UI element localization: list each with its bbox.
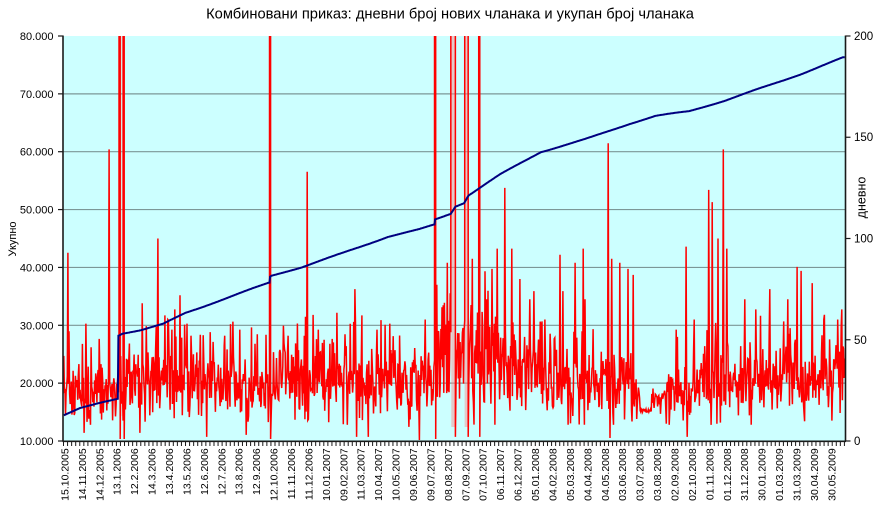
- svg-text:02.10.2008: 02.10.2008: [687, 448, 699, 501]
- svg-text:31.12.2008: 31.12.2008: [739, 448, 751, 501]
- svg-text:11.03.2007: 11.03.2007: [356, 448, 368, 500]
- svg-text:12.2.2006: 12.2.2006: [129, 448, 141, 495]
- svg-text:03.07.2008: 03.07.2008: [635, 448, 647, 501]
- svg-text:10.04.2007: 10.04.2007: [373, 448, 385, 501]
- svg-text:40.000: 40.000: [20, 262, 54, 274]
- svg-text:дневно: дневно: [855, 177, 869, 219]
- svg-text:11.12.2006: 11.12.2006: [303, 448, 315, 500]
- svg-text:12.6.2006: 12.6.2006: [199, 448, 211, 495]
- svg-text:80.000: 80.000: [20, 31, 54, 43]
- svg-text:02.09.2008: 02.09.2008: [670, 448, 682, 501]
- svg-text:30.01.2009: 30.01.2009: [757, 448, 769, 501]
- svg-text:10.05.2007: 10.05.2007: [391, 448, 403, 501]
- svg-text:31.03.2009: 31.03.2009: [792, 448, 804, 501]
- svg-text:20.000: 20.000: [20, 378, 54, 390]
- svg-text:12.10.2006: 12.10.2006: [269, 448, 281, 501]
- svg-text:13.1.2006: 13.1.2006: [112, 448, 124, 495]
- svg-text:01.03.2009: 01.03.2009: [774, 448, 786, 501]
- svg-text:60.000: 60.000: [20, 147, 54, 159]
- svg-text:30.04.2009: 30.04.2009: [809, 448, 821, 501]
- svg-text:05.01.2008: 05.01.2008: [530, 448, 542, 501]
- svg-text:Комбиновани приказ: дневни бро: Комбиновани приказ: дневни број нових чл…: [206, 7, 695, 23]
- svg-text:12.7.2006: 12.7.2006: [216, 448, 228, 495]
- svg-text:Укупно: Укупно: [7, 221, 19, 256]
- svg-text:04.04.2008: 04.04.2008: [582, 448, 594, 501]
- svg-text:30.000: 30.000: [20, 320, 54, 332]
- svg-text:150: 150: [854, 132, 873, 144]
- svg-text:11.11.2006: 11.11.2006: [286, 448, 298, 499]
- svg-text:04.05.2008: 04.05.2008: [600, 448, 612, 501]
- svg-text:200: 200: [854, 31, 873, 43]
- svg-text:10.000: 10.000: [20, 436, 54, 448]
- svg-text:08.08.2007: 08.08.2007: [443, 448, 455, 501]
- svg-text:10.01.2007: 10.01.2007: [321, 448, 333, 501]
- svg-text:14.12.2005: 14.12.2005: [94, 448, 106, 501]
- svg-text:30.05.2009: 30.05.2009: [826, 448, 838, 501]
- svg-text:05.03.2008: 05.03.2008: [565, 448, 577, 501]
- svg-text:13.5.2006: 13.5.2006: [181, 448, 193, 495]
- svg-text:09.02.2007: 09.02.2007: [338, 448, 350, 501]
- svg-text:14.11.2005: 14.11.2005: [77, 448, 89, 500]
- svg-text:13.4.2006: 13.4.2006: [164, 448, 176, 495]
- svg-text:50.000: 50.000: [20, 205, 54, 217]
- svg-text:07.10.2007: 07.10.2007: [478, 448, 490, 501]
- svg-text:03.08.2008: 03.08.2008: [652, 448, 664, 501]
- svg-text:100: 100: [854, 234, 873, 246]
- svg-text:06.11.2007: 06.11.2007: [495, 448, 507, 500]
- svg-text:09.07.2007: 09.07.2007: [425, 448, 437, 501]
- svg-text:09.06.2007: 09.06.2007: [408, 448, 420, 501]
- svg-text:14.3.2006: 14.3.2006: [147, 448, 159, 495]
- svg-text:01.12.2008: 01.12.2008: [722, 448, 734, 501]
- svg-text:0: 0: [854, 436, 860, 448]
- svg-text:70.000: 70.000: [20, 89, 54, 101]
- svg-text:01.11.2008: 01.11.2008: [704, 448, 716, 500]
- svg-text:04.02.2008: 04.02.2008: [548, 448, 560, 501]
- svg-text:15.10.2005: 15.10.2005: [59, 448, 71, 501]
- svg-text:07.09.2007: 07.09.2007: [460, 448, 472, 501]
- svg-text:12.9.2006: 12.9.2006: [251, 448, 263, 495]
- svg-text:50: 50: [854, 335, 867, 347]
- svg-text:13.8.2006: 13.8.2006: [234, 448, 246, 495]
- svg-text:06.12.2007: 06.12.2007: [513, 448, 525, 501]
- svg-text:03.06.2008: 03.06.2008: [617, 448, 629, 501]
